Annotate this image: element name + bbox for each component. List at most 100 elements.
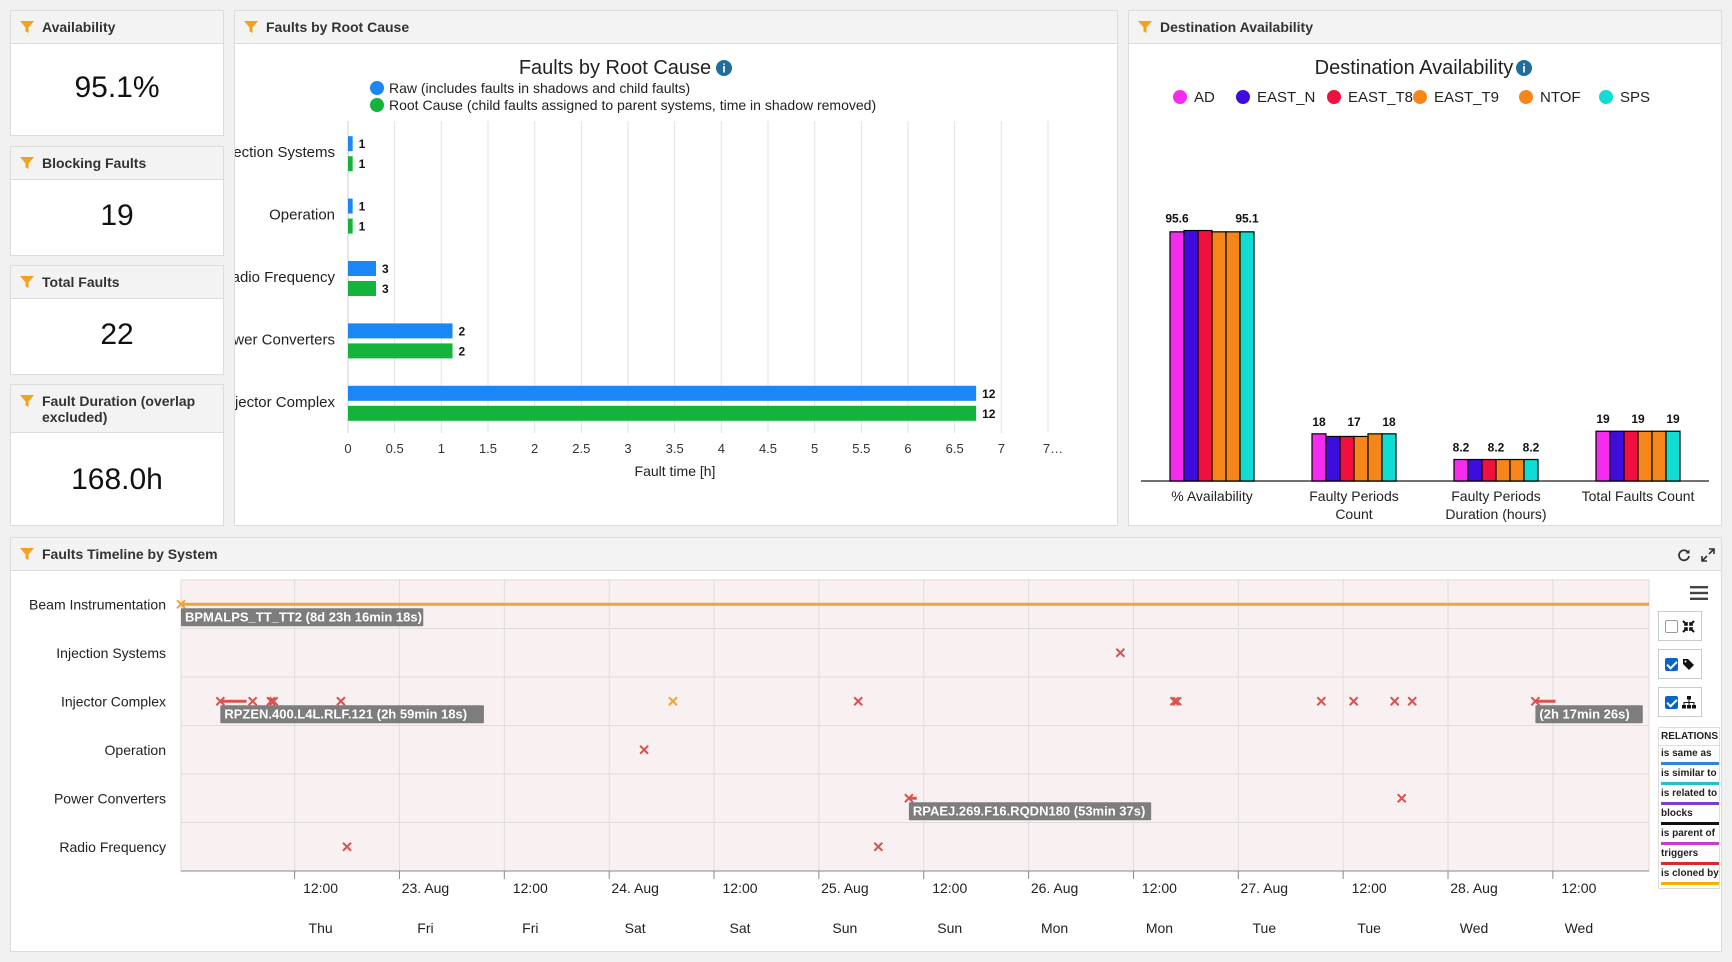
info-icon[interactable]: i [1516, 60, 1532, 76]
relation-item: is parent of [1659, 826, 1719, 846]
total-faults-value: 22 [100, 318, 134, 351]
labels-checkbox[interactable] [1664, 657, 1678, 671]
bar [348, 218, 353, 234]
fault-duration-value: 168.0h [71, 463, 163, 496]
bar [1353, 435, 1369, 482]
fault-marker[interactable] [1390, 696, 1400, 706]
bar-value-label: 18 [1312, 415, 1326, 429]
category-label: Operation [269, 207, 335, 224]
fault-marker-cross [904, 793, 914, 803]
fault-marker[interactable] [1172, 696, 1182, 706]
legend-label: EAST_T9 [1434, 89, 1499, 106]
bar [348, 385, 977, 401]
destination-availability-chart: Destination Availability i AD EAST_N EAST_T8… [1141, 57, 1709, 522]
filter-icon[interactable] [19, 155, 35, 171]
axis-bottom-label: Wed [1565, 920, 1594, 936]
legend-label: EAST_T8 [1348, 89, 1413, 106]
fault-marker[interactable] [1115, 648, 1126, 658]
fault-marker[interactable] [342, 842, 352, 852]
axis-bottom-label: Fri [417, 920, 433, 936]
x-tick-label: 2 [531, 441, 538, 456]
bar-value-label: 3 [382, 262, 389, 276]
filter-icon[interactable] [19, 546, 35, 562]
focus-checkbox[interactable] [1665, 619, 1678, 633]
relation-item: is similar to [1659, 766, 1719, 786]
fault-marker[interactable] [1397, 793, 1407, 803]
legend-label: Root Cause (child faults assigned to par… [389, 97, 876, 113]
relation-label: triggers [1661, 848, 1699, 859]
fault-marker[interactable] [215, 696, 226, 706]
fault-marker[interactable] [1316, 696, 1327, 706]
legend-label: EAST_N [1257, 89, 1315, 106]
bar [1239, 231, 1255, 482]
fault-marker-cross [1169, 696, 1180, 706]
bar [1197, 229, 1213, 482]
axis-top-label: 23. Aug [402, 880, 450, 896]
fault-marker[interactable] [336, 696, 346, 706]
fault-marker[interactable] [1348, 696, 1359, 706]
info-icon[interactable]: i [716, 60, 732, 76]
row-label: Operation [105, 742, 166, 758]
legend-marker [1173, 90, 1187, 104]
relation-color-bar [1661, 822, 1719, 825]
relation-item: triggers [1659, 846, 1719, 866]
event-label-box [181, 608, 424, 627]
axis-bottom-label: Fri [522, 920, 538, 936]
faults-timeline-chart: Beam Instrumentation Injection Systems Inj… [29, 579, 1650, 936]
tags-icon [1682, 658, 1694, 670]
relation-label: blocks [1661, 808, 1693, 819]
panel-title: Blocking Faults [42, 155, 147, 171]
filter-icon[interactable] [19, 274, 35, 290]
axis-bottom-label: Tue [1357, 920, 1381, 936]
info-icon-glyph: i [1522, 62, 1525, 76]
fault-marker[interactable] [873, 842, 884, 852]
filter-icon[interactable] [19, 19, 35, 35]
x-tick-label: 3.5 [666, 441, 684, 456]
menu-icon[interactable] [1690, 585, 1708, 601]
fault-marker[interactable] [904, 793, 914, 803]
axis-bottom-label: Sat [625, 920, 646, 936]
panel-header: Destination Availability [1129, 11, 1721, 44]
fault-marker[interactable] [1169, 696, 1180, 706]
event-label: BPMALPS_TT_TT2 (8d 23h 16min 18s) [185, 609, 422, 624]
relation-item: is cloned by [1659, 866, 1719, 886]
event-label-box [220, 705, 484, 724]
fault-marker[interactable] [668, 696, 678, 706]
axis-bottom-label: Mon [1041, 920, 1068, 936]
refresh-icon[interactable] [1677, 548, 1691, 562]
bar [1325, 435, 1341, 482]
x-tick-label: 6 [904, 441, 911, 456]
bar-value-label: 1 [359, 157, 366, 171]
bar [1169, 231, 1185, 482]
fault-marker[interactable] [1530, 696, 1541, 706]
bar-value-label: 12 [982, 387, 996, 401]
focus-toggle-button[interactable] [1658, 611, 1702, 641]
fault-marker-cross [639, 745, 649, 755]
hierarchy-toggle-button[interactable] [1658, 687, 1702, 717]
fault-marker[interactable] [176, 599, 186, 609]
hierarchy-checkbox[interactable] [1664, 695, 1678, 709]
category-label: % Availability [1171, 488, 1252, 504]
bar [348, 261, 376, 276]
fault-marker[interactable] [1407, 696, 1417, 706]
labels-toggle-button[interactable] [1658, 649, 1702, 679]
fault-marker[interactable] [266, 696, 276, 706]
relation-item: is related to [1659, 786, 1719, 806]
fault-marker[interactable] [853, 696, 863, 706]
expand-icon[interactable] [1701, 547, 1715, 562]
bar-value-label: 19 [1666, 412, 1680, 426]
axis-top-label: 28. Aug [1450, 880, 1498, 896]
bar [1637, 430, 1653, 482]
axis-top-label: 12:00 [303, 880, 338, 896]
bar [1665, 430, 1681, 482]
axis-bottom-label: Sun [937, 920, 962, 936]
filter-icon[interactable] [1137, 19, 1153, 35]
fault-marker[interactable] [639, 745, 649, 755]
info-icon-circle [1516, 60, 1532, 76]
fault-marker-cross [342, 842, 352, 852]
filter-icon[interactable] [243, 19, 259, 35]
fault-marker[interactable] [268, 696, 279, 706]
x-tick-label: 2.5 [572, 441, 590, 456]
fault-marker[interactable] [247, 696, 258, 706]
filter-icon[interactable] [19, 393, 35, 409]
